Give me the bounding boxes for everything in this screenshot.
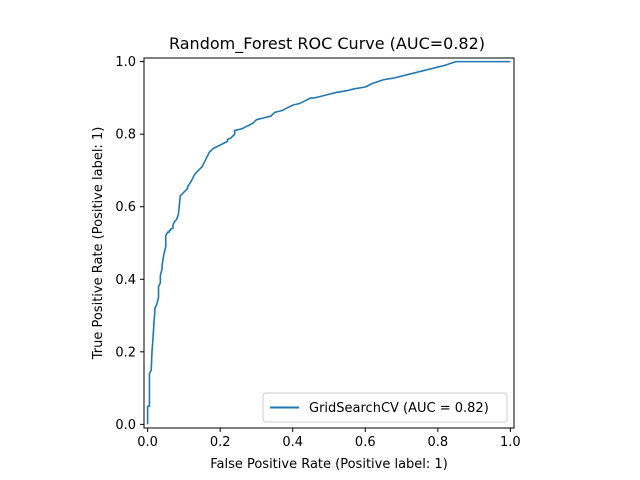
y-tick-label: 0.4 [115, 273, 136, 288]
y-tick-label: 0.6 [115, 200, 136, 215]
x-tick-label: 0.2 [210, 435, 231, 450]
x-tick-label: 1.0 [500, 435, 521, 450]
plot-area [143, 57, 515, 429]
x-axis-label: False Positive Rate (Positive label: 1) [210, 457, 448, 472]
x-tick-label: 0.4 [282, 435, 303, 450]
legend: GridSearchCV (AUC = 0.82) [262, 392, 508, 423]
y-tick-label: 1.0 [115, 55, 136, 70]
x-tick-label: 0.0 [137, 435, 158, 450]
y-axis-label: True Positive Rate (Positive label: 1) [91, 127, 106, 361]
y-tick-label: 0.2 [115, 345, 136, 360]
chart-title: Random_Forest ROC Curve (AUC=0.82) [169, 34, 485, 54]
x-tick-label: 0.8 [427, 435, 448, 450]
legend-label: GridSearchCV (AUC = 0.82) [309, 401, 489, 416]
legend-box [262, 392, 508, 423]
roc-curve-line [146, 60, 511, 425]
y-tick-label: 0.8 [115, 128, 136, 143]
y-tick-label: 0.0 [115, 418, 136, 433]
x-tick-label: 0.6 [355, 435, 376, 450]
